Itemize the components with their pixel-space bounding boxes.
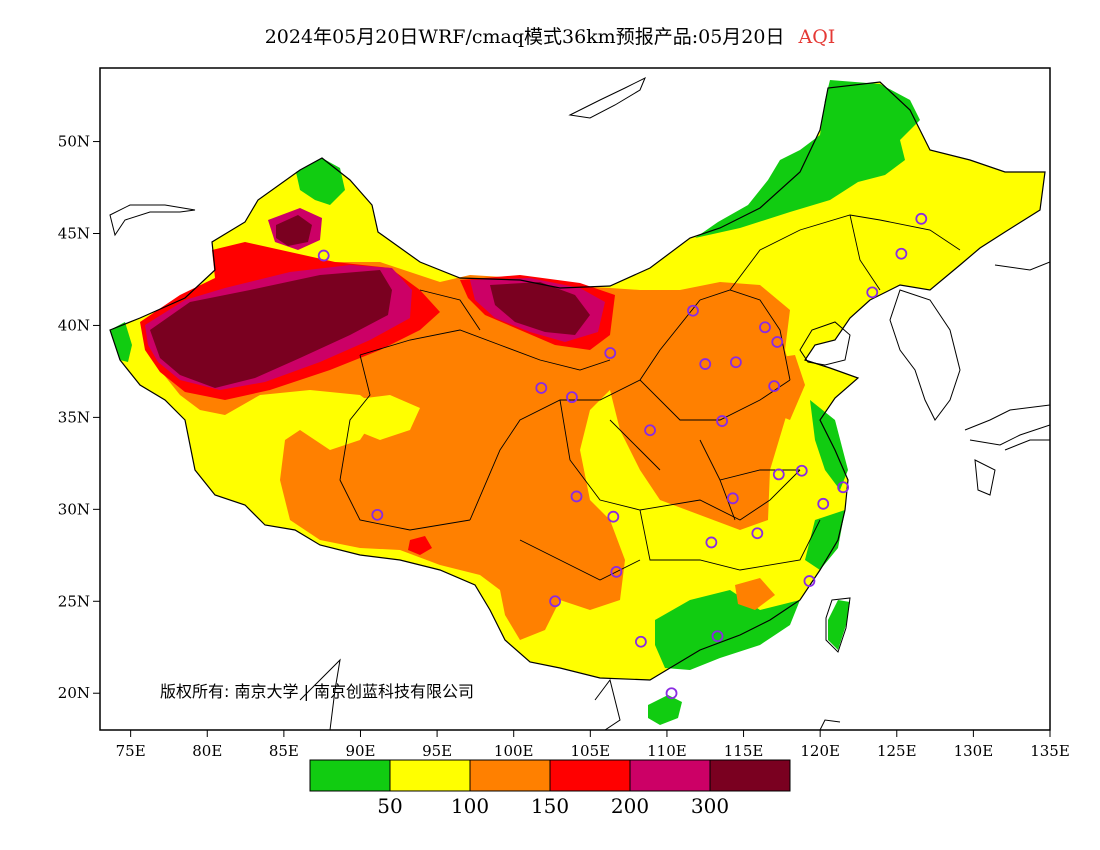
station-marker [817,497,830,510]
x-tick-label: 130E [954,742,994,760]
aqi-zone-yellow-qinghai [350,395,420,440]
map-title: 2024年05月20日WRF/cmaq模式36km预报产品:05月20日 AQI [0,22,1100,49]
station-marker [895,247,908,260]
station-marker [795,464,808,477]
x-tick-label: 125E [877,742,917,760]
x-tick-label: 85E [269,742,299,760]
x-tick-label: 80E [192,742,222,760]
x-axis: 75E 80E 85E 90E 95E 100E 105E 110E 115E 120E 125E 1… [116,730,1070,760]
station-marker [729,356,742,369]
y-tick-label: 45N [58,225,90,243]
aqi-zone-green-altai [296,158,345,205]
station-marker [371,508,384,521]
outside-coastlines [109,76,1050,730]
aqi-zone-red-tibet [408,536,432,555]
station-marker [837,481,850,494]
station-markers [317,212,928,700]
legend-label: 300 [691,794,729,818]
x-tick-label: 90E [345,742,375,760]
aqi-field [109,76,1050,730]
station-marker [716,415,728,427]
station-marker [687,304,699,317]
station-marker [768,380,781,393]
aqi-zone-green-hainan [648,695,682,725]
x-tick-label: 105E [571,742,611,760]
x-tick-label: 135E [1030,742,1070,760]
y-axis: 50N 45N 40N 35N 30N 25N 20N [58,133,100,702]
x-tick-label: 110E [647,742,687,760]
province-boundaries [339,214,961,581]
aqi-zone-maroon-alxa [490,282,590,335]
legend-swatch [309,759,391,792]
copyright-text: 版权所有: 南京大学 | 南京创蓝科技有限公司 [160,682,474,701]
title-variable: AQI [798,26,836,48]
station-marker [726,492,739,505]
station-marker [549,595,561,608]
station-marker [317,249,330,262]
station-marker [803,575,816,587]
aqi-zone-maroon-tarim [150,270,392,388]
legend-label: 100 [451,794,489,818]
station-marker [772,468,785,481]
x-tick-label: 75E [116,742,146,760]
y-tick-label: 20N [58,684,90,702]
legend-label: 50 [377,794,402,818]
y-tick-label: 35N [58,408,90,426]
aqi-zone-green-taiwan [828,600,850,650]
legend-swatch [709,759,791,792]
x-tick-label: 95E [422,742,452,760]
station-marker [634,635,647,648]
station-marker [604,347,617,359]
x-tick-label: 120E [800,742,840,760]
y-tick-label: 40N [58,316,90,334]
aqi-zone-green-south [655,590,800,670]
legend-label: 150 [531,794,569,818]
station-marker [711,630,724,643]
station-marker [699,358,712,370]
station-marker [570,490,583,503]
aqi-zone-maroon-junggar [276,215,312,246]
x-tick-label: 100E [494,742,534,760]
legend-swatch [629,759,711,792]
x-tick-label: 115E [724,742,764,760]
legend-label: 200 [611,794,649,818]
y-tick-label: 30N [58,500,90,518]
legend-swatch [549,759,631,792]
legend-swatch [469,759,551,792]
y-tick-label: 25N [58,592,90,610]
country-outline [109,81,1046,681]
station-marker [705,536,718,549]
y-tick-label: 50N [58,133,90,151]
aqi-zone-green-fujian [805,510,845,570]
aqi-zone-green-east [810,400,848,490]
legend-swatch [389,759,471,792]
station-marker [535,382,548,394]
station-marker [644,424,656,437]
aqi-zone-green-northeast [695,80,920,238]
title-main: 2024年05月20日WRF/cmaq模式36km预报产品:05月20日 [264,26,785,48]
aqi-zone-green-west [110,322,132,362]
station-marker [607,510,620,523]
station-marker [866,286,879,299]
map-frame [99,67,1051,731]
station-marker [610,565,623,578]
station-marker [751,527,764,540]
aqi-legend: 50 100 150 200 300 [309,759,791,818]
aqi-zone-orange-jiangsu [760,355,805,420]
station-marker [771,336,784,348]
aqi-zone-orange-pearl [735,578,775,610]
station-marker [915,212,928,225]
station-marker [665,687,678,700]
station-marker [566,391,578,404]
station-marker [759,321,771,334]
